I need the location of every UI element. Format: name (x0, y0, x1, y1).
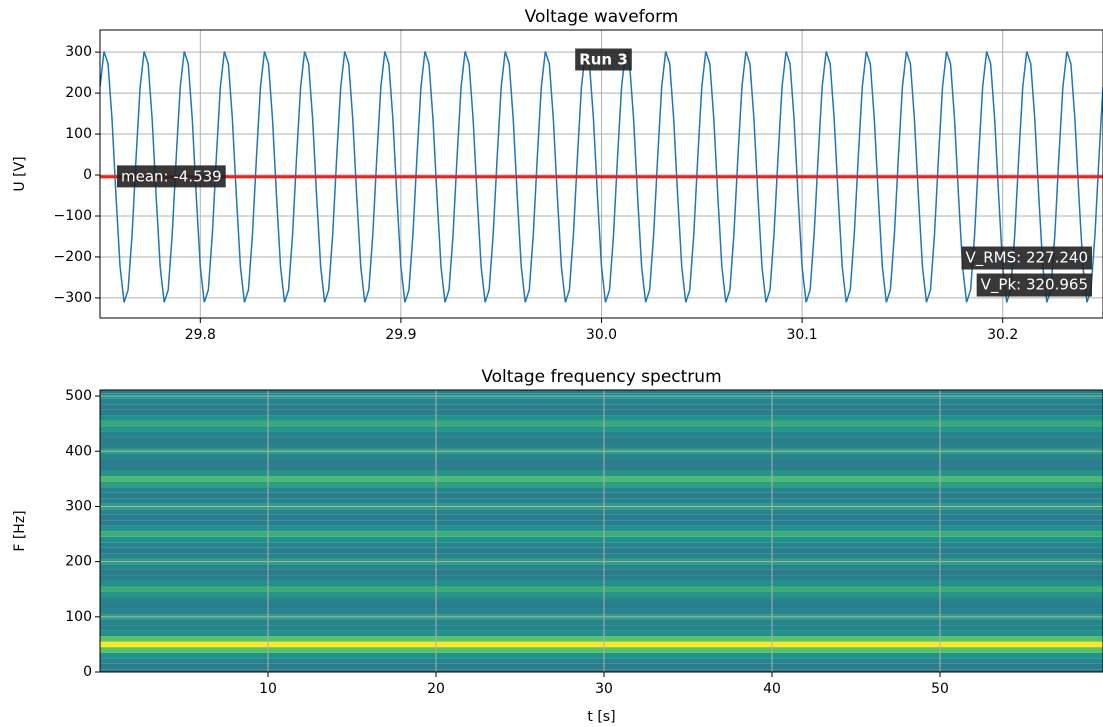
y-axis-label: F [Hz] (12, 510, 28, 551)
spectrum-row (100, 630, 1103, 637)
spectrum-row (100, 591, 1103, 598)
axes-frame (99, 29, 1103, 319)
spectrum-row (100, 514, 1103, 521)
spectrum-row (100, 580, 1103, 587)
x-tick-label: 20 (427, 681, 445, 697)
x-tick-label: 29.8 (185, 327, 216, 343)
spectrum-row (100, 564, 1103, 570)
spectrum-row (100, 658, 1103, 664)
x-tick-label: 10 (259, 681, 277, 697)
x-tick-label: 40 (763, 681, 781, 697)
spectrum-row (100, 547, 1103, 554)
annotation-box (575, 48, 632, 71)
plot-area (100, 390, 1103, 672)
spectrum-row (100, 431, 1103, 438)
spectrum-row (100, 476, 1103, 482)
spectrum-row (100, 531, 1103, 537)
x-tick-label: 30.1 (787, 327, 818, 343)
spectrum-row (100, 498, 1103, 504)
spectrum-row (100, 636, 1103, 642)
x-tick-label: 30.0 (586, 327, 617, 343)
y-tick-label: 100 (65, 126, 92, 142)
spectrum-row (100, 442, 1103, 449)
spectrum-row (100, 619, 1103, 626)
spectrum-row (100, 459, 1103, 466)
annotation: Run 3 (579, 51, 628, 69)
spectrum-row (100, 608, 1103, 615)
spectrum-row (100, 575, 1103, 581)
spectrum-row (100, 426, 1103, 432)
y-tick-label: 300 (65, 498, 92, 514)
spectrum-row (100, 481, 1103, 488)
axes-frame (99, 389, 1103, 673)
y-tick-label: 400 (65, 443, 92, 459)
x-tick-label: 50 (931, 681, 949, 697)
spectrum-row (100, 652, 1103, 659)
spectrum-row (100, 641, 1103, 648)
chart-title: Voltage frequency spectrum (481, 367, 721, 387)
annotation: V_Pk: 320.965 (981, 276, 1088, 295)
spectrum-row (100, 520, 1103, 526)
annotation-box (961, 246, 1092, 270)
annotation-box (117, 165, 226, 188)
spectrum-row (100, 553, 1103, 559)
spectrum-row (100, 669, 1103, 672)
x-tick-label: 29.9 (385, 327, 416, 343)
grid (100, 390, 1103, 672)
annotation: V_RMS: 227.240 (966, 249, 1089, 268)
y-tick-label: 100 (65, 609, 92, 625)
y-tick-label: −200 (54, 249, 92, 265)
spectrum-row (100, 465, 1103, 471)
spectrum-row (100, 536, 1103, 543)
spectrum-row (100, 663, 1103, 670)
spectrum-row (100, 487, 1103, 493)
spectrum-row (100, 647, 1103, 653)
annotation-box (976, 273, 1092, 297)
y-tick-label: 500 (65, 388, 92, 404)
x-tick-label: 30.2 (987, 327, 1018, 343)
y-tick-label: 200 (65, 85, 92, 101)
y-tick-label: 300 (65, 44, 92, 60)
spectrum-row (100, 625, 1103, 631)
y-axis-label: U [V] (12, 156, 28, 191)
spectrum-row (100, 525, 1103, 532)
spectrum-row (100, 470, 1103, 477)
spectrum-row (100, 542, 1103, 548)
spectrum-row (100, 509, 1103, 515)
y-tick-label: 0 (83, 664, 92, 680)
y-tick-label: 0 (83, 167, 92, 183)
plot-area (100, 30, 1103, 318)
spectrum-row (100, 437, 1103, 443)
y-tick-label: −100 (54, 208, 92, 224)
x-axis-label: t [s] (587, 709, 615, 725)
spectrum-row (100, 390, 1103, 394)
y-tick-label: 200 (65, 554, 92, 570)
spectrum-row (100, 409, 1103, 416)
y-tick-label: −300 (54, 290, 92, 306)
spectrum-row (100, 569, 1103, 576)
spectrum-row (100, 420, 1103, 427)
spectrum-row (100, 597, 1103, 604)
annotation: mean: -4.539 (121, 167, 222, 185)
spectrum-row (100, 586, 1103, 592)
spectrum-row (100, 398, 1103, 405)
spectrum-row (100, 415, 1103, 421)
spectrum-row (100, 404, 1103, 410)
spectrum-row (100, 603, 1103, 609)
spectrum-row (100, 454, 1103, 460)
chart-title: Voltage waveform (525, 7, 679, 27)
spectrum-row (100, 492, 1103, 499)
x-tick-label: 30 (595, 681, 613, 697)
grid (100, 30, 1103, 318)
waveform (100, 51, 1103, 303)
